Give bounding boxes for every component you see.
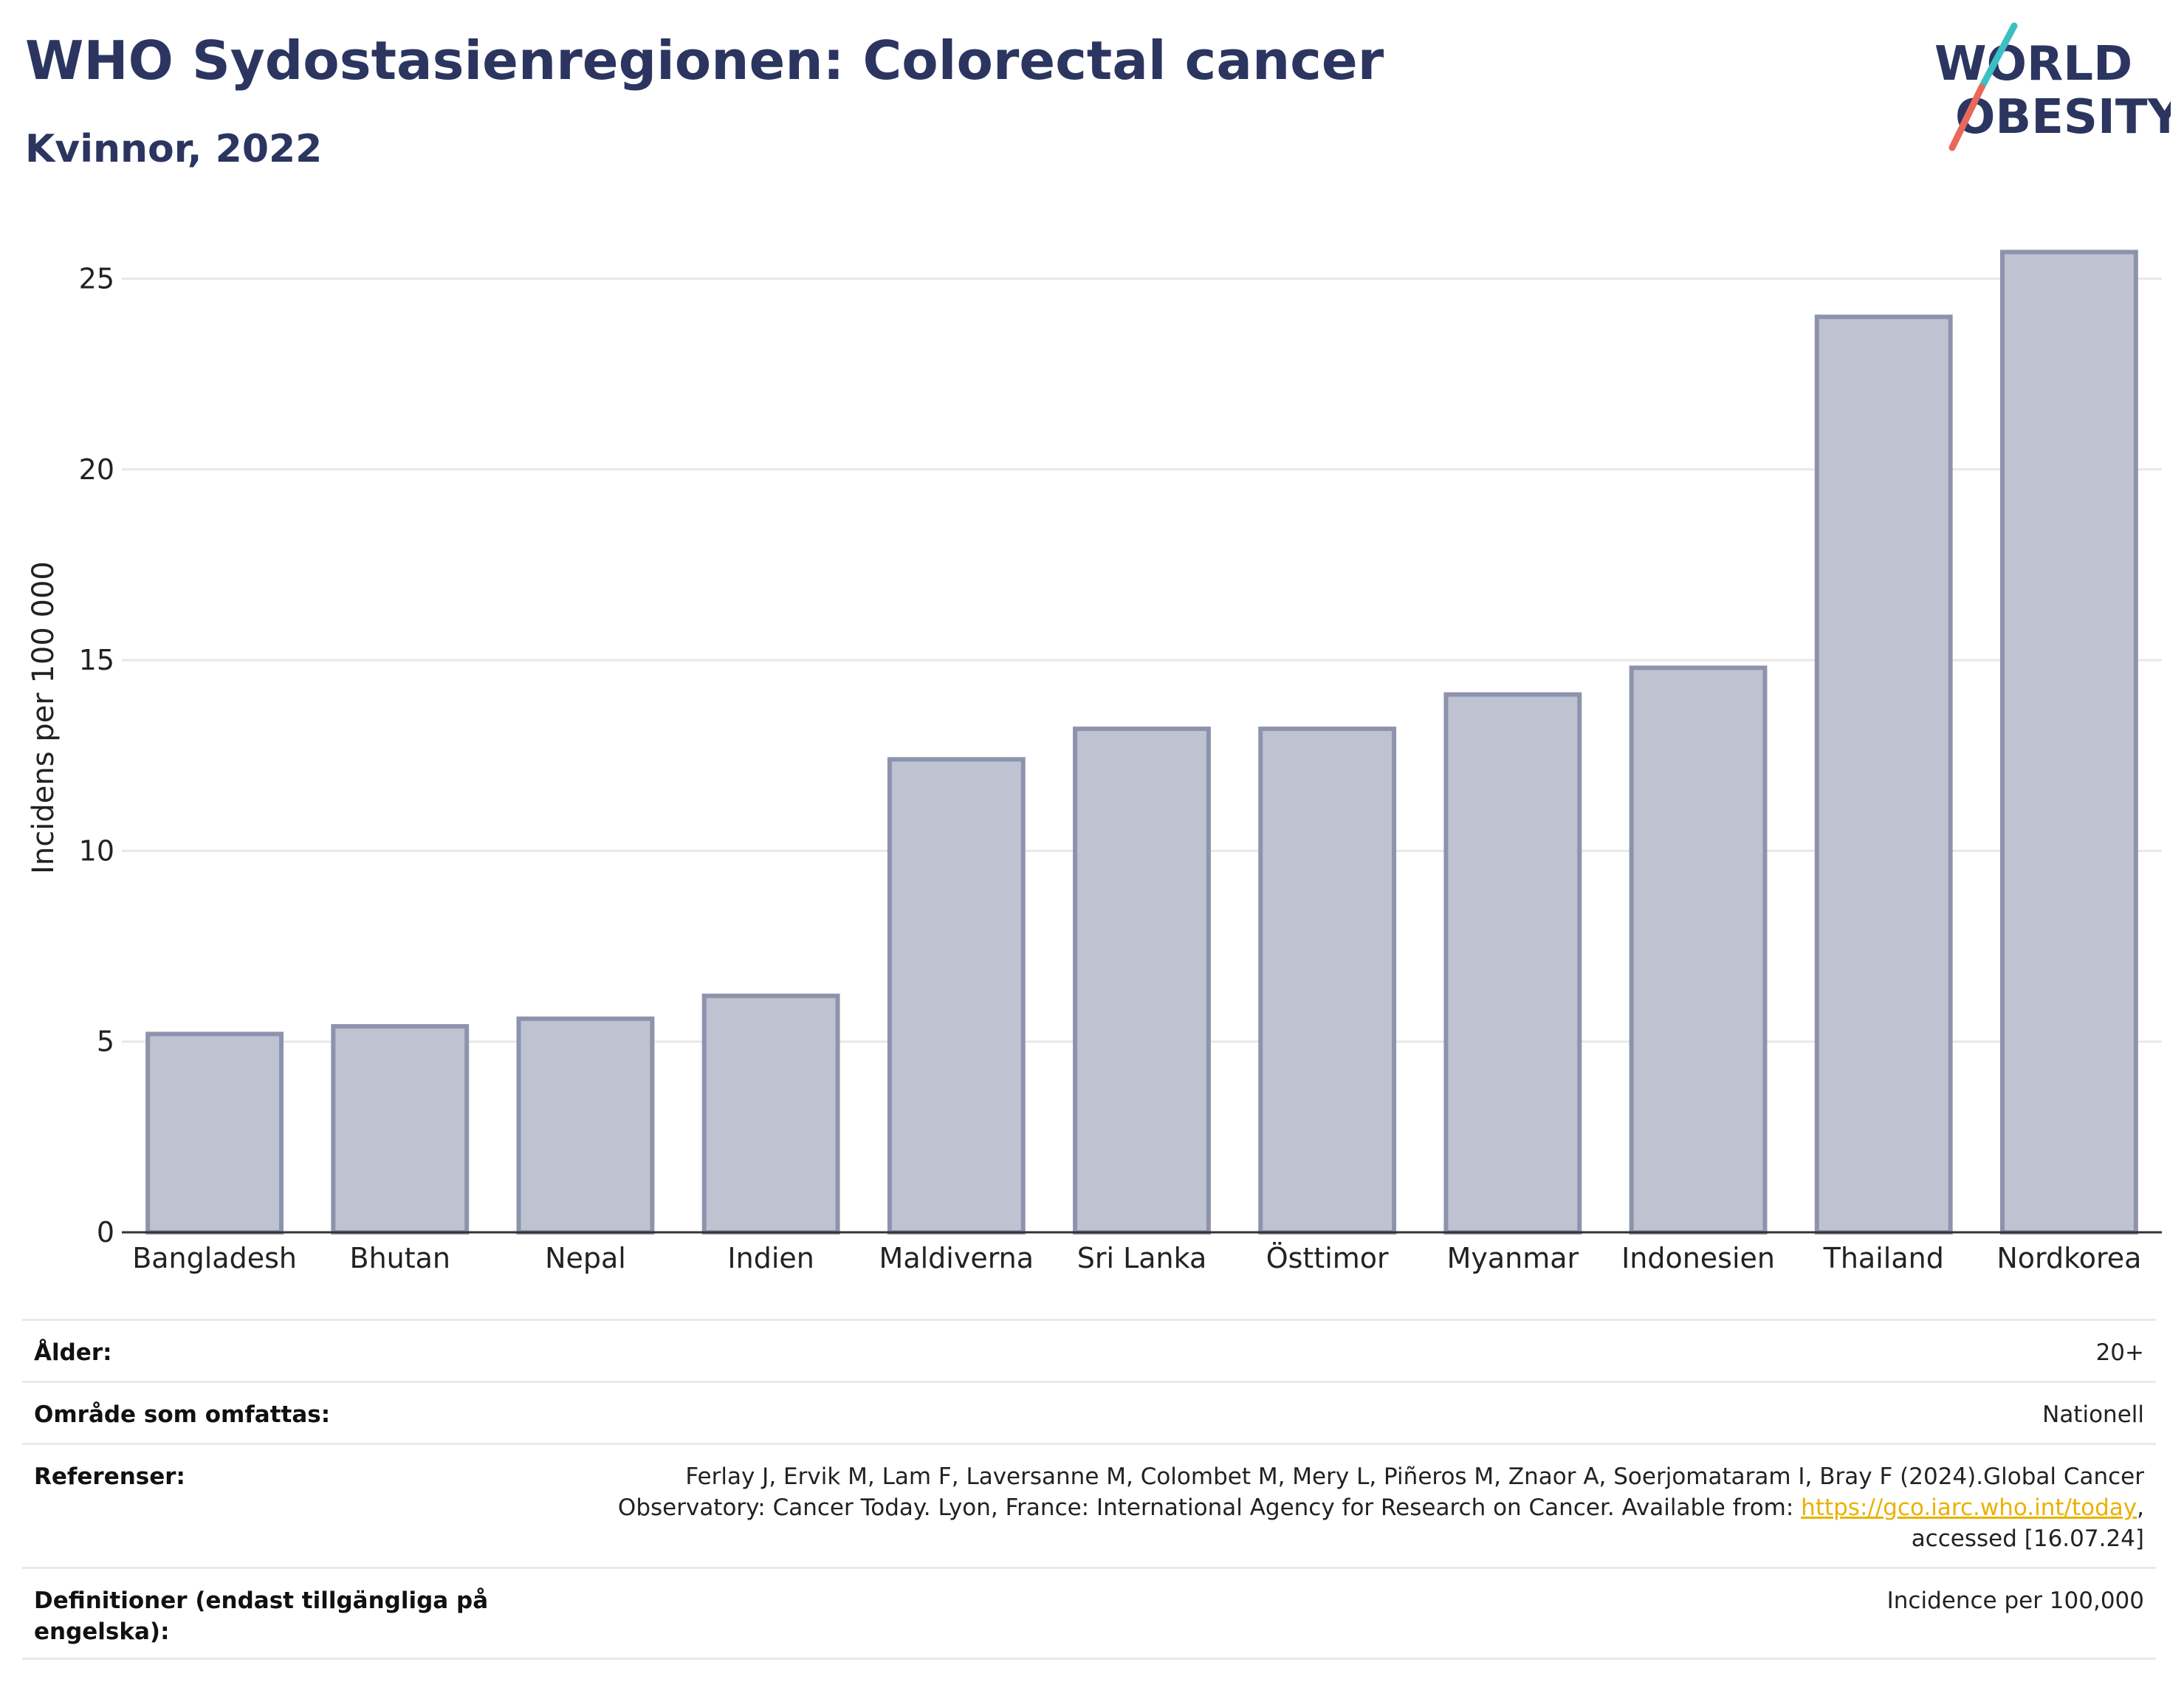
meta-key: Område som omfattas: <box>34 1401 331 1428</box>
bar <box>1258 727 1397 1235</box>
y-tick-label: 25 <box>79 262 114 295</box>
meta-key: Definitioner (endast tillgängliga på eng… <box>34 1587 489 1645</box>
meta-row-references: Referenser: Ferlay J, Ervik M, Lam F, La… <box>22 1443 2156 1567</box>
bar <box>1629 665 1768 1235</box>
meta-row-coverage: Område som omfattas: Nationell <box>22 1381 2156 1443</box>
bar <box>331 1024 470 1235</box>
y-tick-label: 0 <box>97 1216 114 1249</box>
x-tick-label: Sri Lanka <box>1077 1242 1207 1274</box>
x-tick-label: Maldiverna <box>879 1242 1034 1274</box>
bar <box>1814 315 1953 1235</box>
svg-text:OBESITY: OBESITY <box>1955 90 2171 145</box>
bar-chart: 0 5 10 15 20 25 Bangladesh Bhutan Nepal Indien Mal… <box>27 250 2162 1274</box>
reference-link[interactable]: https://gco.iarc.who.int/today <box>1801 1494 2137 1521</box>
meta-value: Ferlay J, Ervik M, Lam F, Laversanne M, … <box>557 1461 2144 1552</box>
reference-accessed: , accessed [16.07.24] <box>1911 1494 2144 1552</box>
bar <box>1999 250 2138 1235</box>
world-obesity-logo: WORLD OBESITY <box>1920 22 2182 155</box>
x-tick-label: Östtimor <box>1266 1242 1389 1274</box>
x-tick-label: Nepal <box>545 1242 626 1274</box>
meta-value: Nationell <box>2042 1401 2144 1428</box>
reference-text: Ferlay J, Ervik M, Lam F, Laversanne M, … <box>617 1463 2144 1521</box>
axes: 0 5 10 15 20 25 Bangladesh Bhutan Nepal Indien Mal… <box>79 262 2162 1274</box>
page-subtitle: Kvinnor, 2022 <box>25 127 323 171</box>
meta-key: Ålder: <box>34 1339 112 1366</box>
x-tick-label: Bangladesh <box>132 1242 297 1274</box>
y-tick-label: 20 <box>79 453 114 486</box>
bar <box>701 993 840 1235</box>
bar <box>1443 692 1582 1235</box>
metadata-table: Ålder: 20+ Område som omfattas: Nationel… <box>22 1319 2156 1660</box>
y-tick-label: 10 <box>79 834 114 867</box>
y-tick-label: 15 <box>79 644 114 676</box>
meta-value: Incidence per 100,000 <box>1886 1587 2144 1614</box>
bar <box>145 1031 284 1235</box>
y-tick-label: 5 <box>97 1026 114 1058</box>
meta-row-age: Ålder: 20+ <box>22 1319 2156 1381</box>
x-tick-label: Thailand <box>1823 1242 1944 1274</box>
meta-key: Referenser: <box>34 1463 185 1490</box>
x-tick-label: Myanmar <box>1447 1242 1579 1274</box>
x-tick-label: Bhutan <box>350 1242 451 1274</box>
x-tick-label: Nordkorea <box>1996 1242 2141 1274</box>
x-tick-label: Indien <box>727 1242 814 1274</box>
bar <box>1073 727 1211 1235</box>
bar <box>516 1016 655 1235</box>
meta-value: 20+ <box>2095 1339 2144 1366</box>
meta-row-definitions: Definitioner (endast tillgängliga på eng… <box>22 1567 2156 1660</box>
bars <box>145 250 2138 1235</box>
y-axis-title: Incidens per 100 000 <box>27 561 61 874</box>
bar <box>887 757 1026 1235</box>
page-title: WHO Sydostasienregionen: Colorectal canc… <box>25 30 1384 92</box>
x-tick-label: Indonesien <box>1621 1242 1775 1274</box>
svg-text:WORLD: WORLD <box>1934 37 2132 92</box>
